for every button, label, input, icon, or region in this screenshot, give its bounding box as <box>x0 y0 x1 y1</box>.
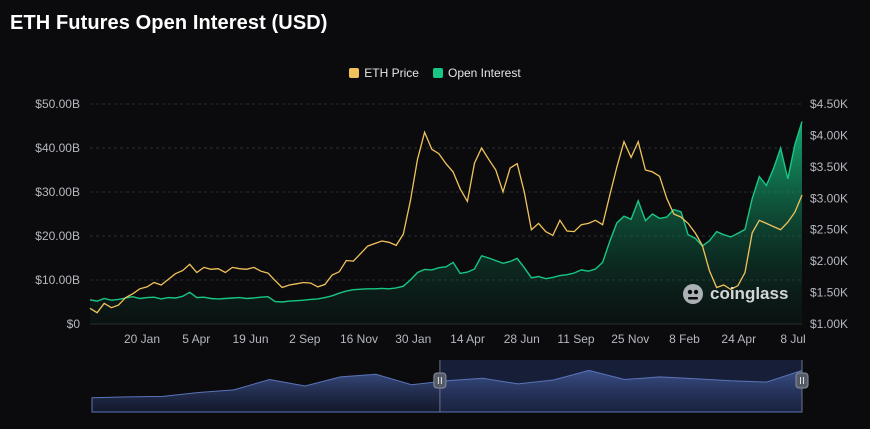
x-tick-label: 19 Jun <box>232 332 268 346</box>
left-tick-label: $0 <box>67 317 81 331</box>
left-tick-label: $40.00B <box>35 141 80 155</box>
left-tick-label: $30.00B <box>35 185 80 199</box>
brand-name: coinglass <box>710 284 789 303</box>
chart-title: ETH Futures Open Interest (USD) <box>10 12 328 34</box>
x-tick-label: 28 Jun <box>504 332 540 346</box>
x-tick-label: 24 Apr <box>721 332 756 346</box>
x-tick-label: 20 Jan <box>124 332 160 346</box>
navigator-left-handle[interactable] <box>433 372 447 389</box>
legend-item-eth-price[interactable]: ETH Price <box>349 66 419 80</box>
open-interest-fill <box>90 121 802 324</box>
x-tick-label: 16 Nov <box>340 332 378 346</box>
legend: ETH Price Open Interest <box>0 66 870 80</box>
coinglass-watermark: coinglass <box>682 283 788 305</box>
coinglass-logo-icon <box>683 284 703 304</box>
x-tick-label: 14 Apr <box>450 332 485 346</box>
navigator-right-handle[interactable] <box>795 372 809 389</box>
right-axis-ticks: $1.00K $1.50K $2.00K $2.50K $3.00K $3.50K $4.0… <box>810 97 848 331</box>
right-tick-label: $2.50K <box>810 223 848 237</box>
x-tick-label: 8 Jul <box>780 332 805 346</box>
left-tick-label: $10.00B <box>35 273 80 287</box>
left-axis-ticks: $0 $10.00B $20.00B $30.00B $40.00B $50.00B <box>35 97 80 331</box>
x-tick-label: 8 Feb <box>669 332 700 346</box>
right-tick-label: $1.00K <box>810 317 848 331</box>
x-tick-label: 25 Nov <box>611 332 649 346</box>
range-navigator[interactable] <box>91 360 809 413</box>
legend-label-eth-price: ETH Price <box>364 66 419 80</box>
left-tick-label: $20.00B <box>35 229 80 243</box>
right-tick-label: $2.00K <box>810 254 848 268</box>
navigator-series-area <box>91 369 803 413</box>
right-tick-label: $4.00K <box>810 128 848 142</box>
eth-price-swatch <box>349 68 360 78</box>
x-tick-label: 5 Apr <box>182 332 210 346</box>
x-tick-label: 2 Sep <box>289 332 321 346</box>
eth-price-line <box>89 130 803 314</box>
right-tick-label: $3.00K <box>810 191 848 205</box>
right-tick-label: $4.50K <box>810 97 848 111</box>
x-axis-ticks: 20 Jan 5 Apr 19 Jun 2 Sep 16 Nov 30 Jan 14 Apr… <box>124 332 806 346</box>
left-tick-label: $50.00B <box>35 97 80 111</box>
right-tick-label: $3.50K <box>810 160 848 174</box>
legend-label-open-interest: Open Interest <box>447 66 521 80</box>
open-interest-swatch <box>432 68 443 78</box>
eth-price-series-line <box>89 130 803 314</box>
right-tick-label: $1.50K <box>810 286 848 300</box>
x-tick-label: 11 Sep <box>557 332 594 346</box>
legend-item-open-interest[interactable]: Open Interest <box>432 66 521 80</box>
x-tick-label: 30 Jan <box>395 332 431 346</box>
